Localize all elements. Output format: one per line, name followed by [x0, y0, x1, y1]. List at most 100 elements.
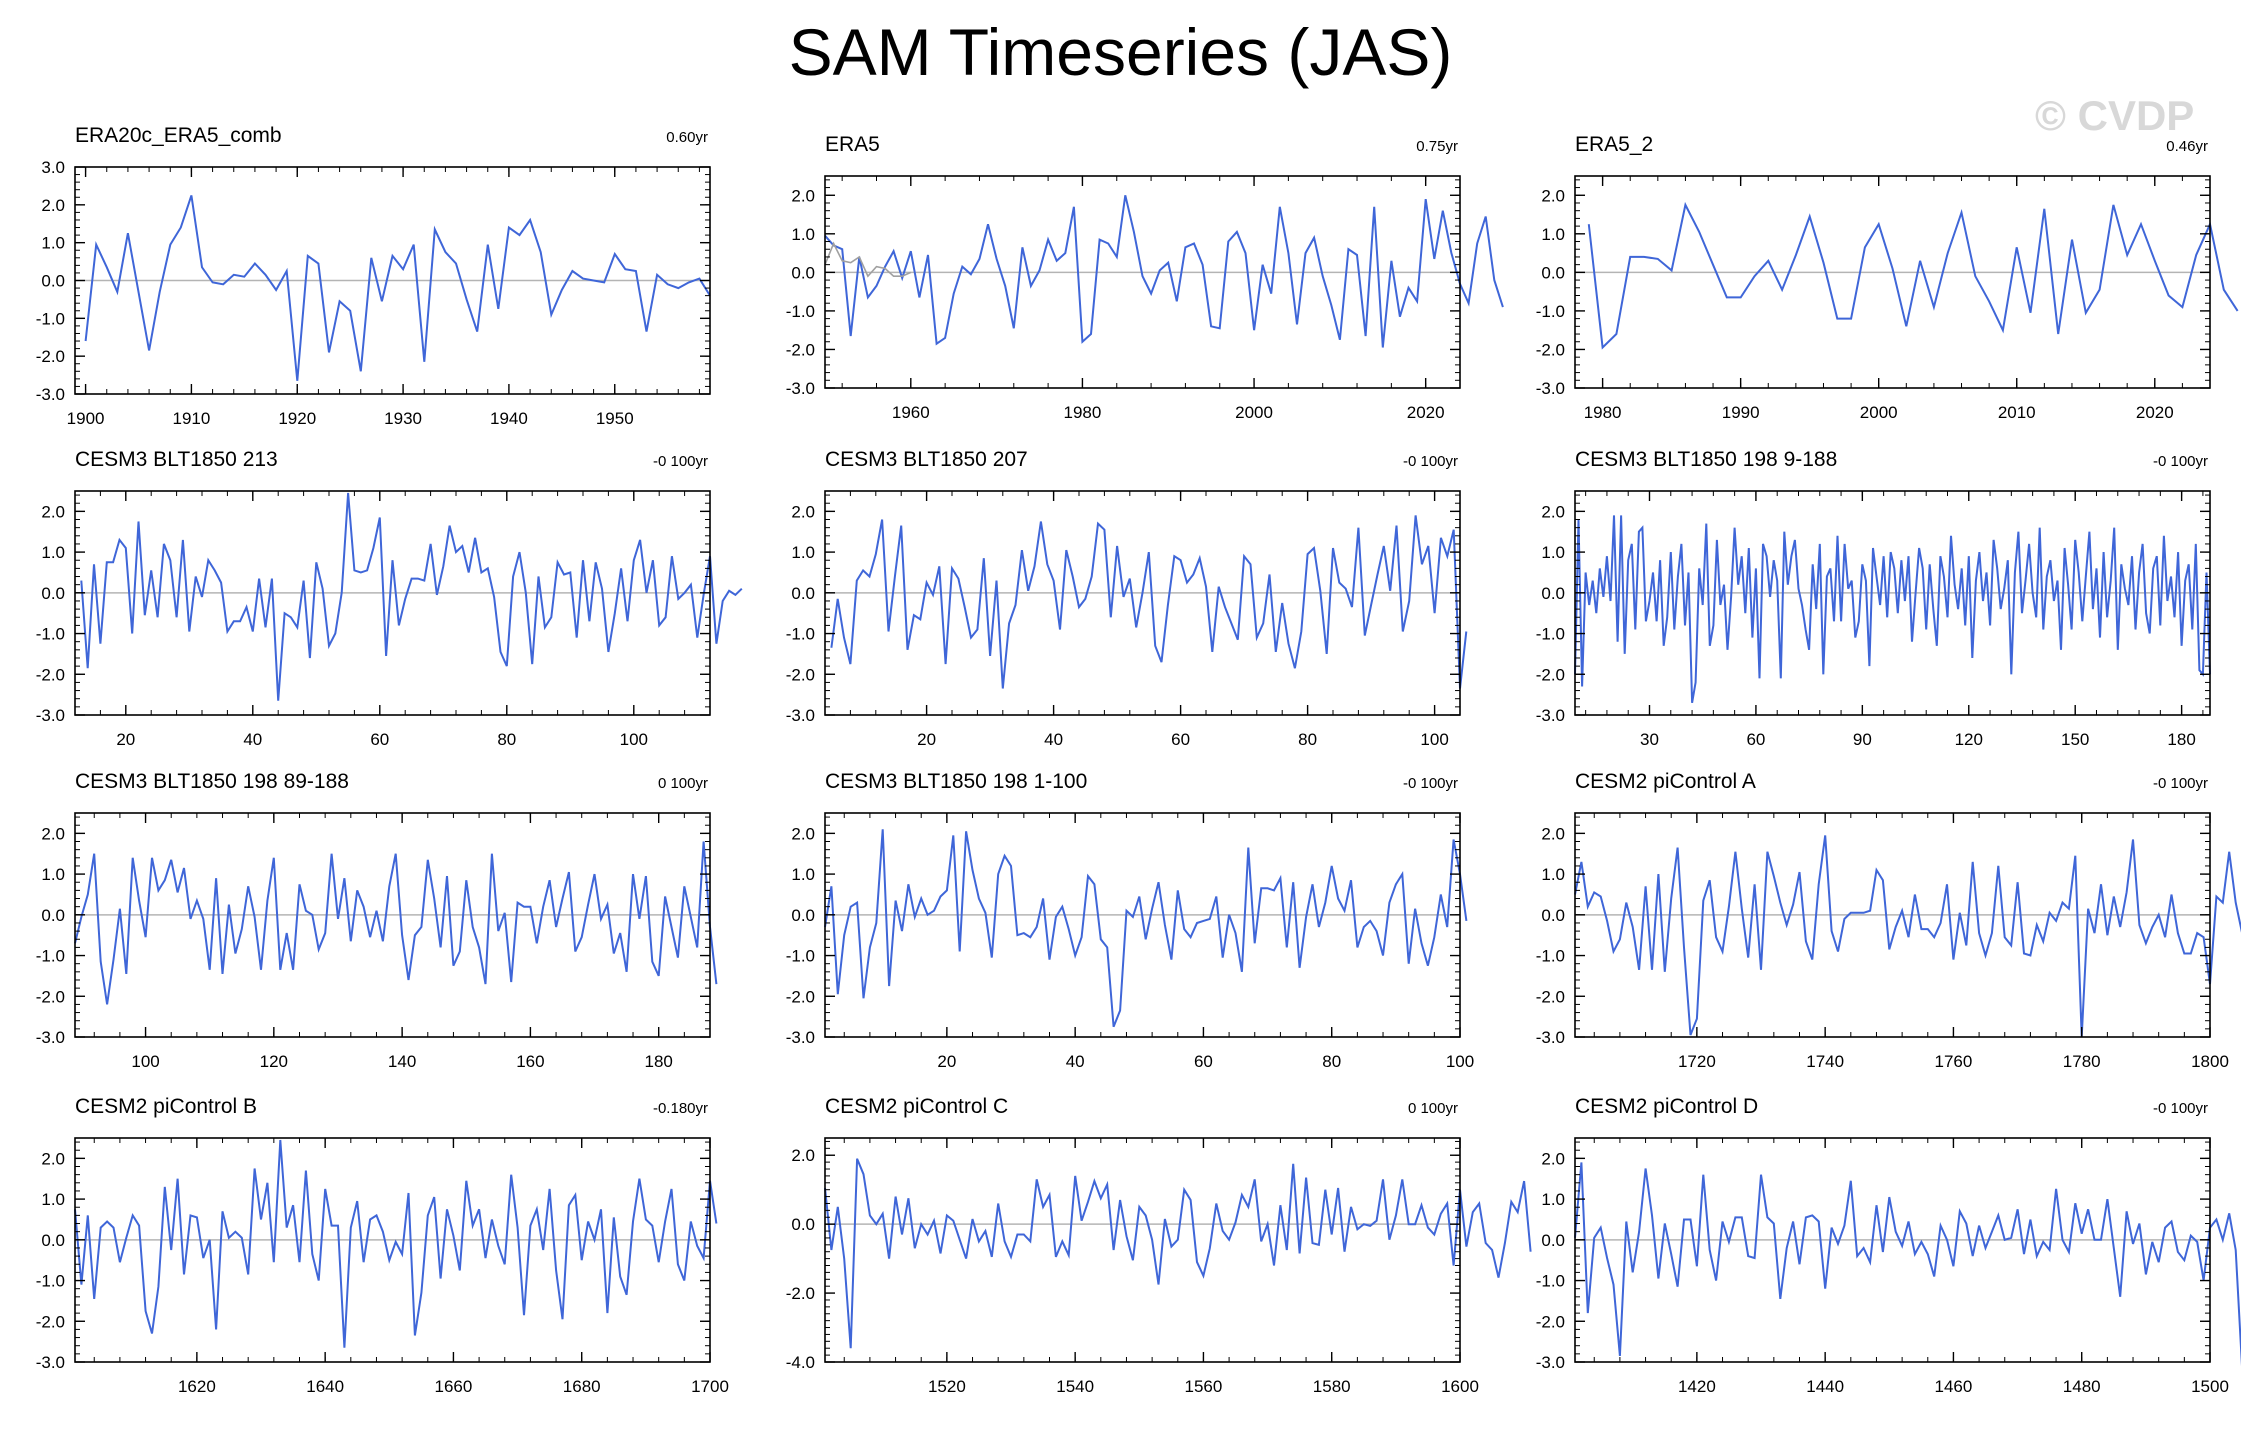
- panel-7-xtick-label: 100: [1446, 1052, 1474, 1071]
- panel-4-frame: [824, 490, 1461, 716]
- panel-11-xtick-label: 1420: [1678, 1377, 1716, 1396]
- panel-0-xtick-label: 1900: [67, 409, 105, 428]
- panel-4-ytick-label: -1.0: [786, 625, 815, 644]
- panel-11-ytick-label: -2.0: [1536, 1312, 1565, 1331]
- panel-2-xtick-label: 2020: [2136, 403, 2174, 422]
- panel-4-trend: -0 100yr: [1403, 453, 1458, 470]
- panel-8-ytick-label: -3.0: [1536, 1028, 1565, 1047]
- panel-5-frame: [1574, 490, 2211, 716]
- panel-10-title: CESM2 piControl C: [825, 1095, 1008, 1118]
- panel-2-trend: 0.46yr: [2166, 138, 2208, 155]
- panel-9-xtick-label: 1700: [691, 1377, 729, 1396]
- panel-0-trend: 0.60yr: [666, 129, 708, 146]
- panel-0-xtick-label: 1950: [596, 409, 634, 428]
- panel-4-xtick-label: 20: [917, 730, 936, 749]
- panel-4-ytick-label: 1.0: [791, 543, 815, 562]
- panel-10-series-line: [824, 1158, 1532, 1349]
- panel-11-ytick-label: 2.0: [1541, 1149, 1565, 1168]
- panel-7-ytick-label: 0.0: [791, 906, 815, 925]
- panel-0-title: ERA20c_ERA5_comb: [75, 124, 282, 147]
- panel-6-frame: [74, 812, 711, 1038]
- panel-9-xtick-label: 1680: [563, 1377, 601, 1396]
- panel-3-xtick-label: 20: [116, 730, 135, 749]
- panel-11-ytick-label: -3.0: [1536, 1353, 1565, 1372]
- panel-2-xtick-label: 1980: [1584, 403, 1622, 422]
- panel-3-xtick-label: 100: [620, 730, 648, 749]
- panel-6-ytick-label: 0.0: [41, 906, 65, 925]
- panel-11-xtick-label: 1480: [2063, 1377, 2101, 1396]
- panel-6-trend: 0 100yr: [658, 775, 708, 792]
- panel-3-ytick-label: -1.0: [36, 625, 65, 644]
- panel-2-xtick-label: 1990: [1722, 403, 1760, 422]
- panel-11-trend: -0 100yr: [2153, 1100, 2208, 1117]
- panel-0-ytick-label: -3.0: [36, 385, 65, 404]
- panel-7-series-line: [824, 829, 1468, 1028]
- panel-5-series-line: [1574, 515, 2211, 703]
- panel-7-ytick-label: 1.0: [791, 865, 815, 884]
- panel-3-trend: -0 100yr: [653, 453, 708, 470]
- panel-11-ytick-label: 1.0: [1541, 1190, 1565, 1209]
- panel-6-xtick-label: 180: [644, 1052, 672, 1071]
- panel-2-ytick-label: -1.0: [1536, 302, 1565, 321]
- panel-6-title: CESM3 BLT1850 198 89-188: [75, 770, 349, 793]
- panel-9-ytick-label: -2.0: [36, 1312, 65, 1331]
- panel-5-ytick-label: -3.0: [1536, 706, 1565, 725]
- panel-4-ytick-label: 2.0: [791, 502, 815, 521]
- panel-7-trend: -0 100yr: [1403, 775, 1458, 792]
- panel-11-frame: [1574, 1137, 2211, 1363]
- panel-6-ytick-label: 2.0: [41, 824, 65, 843]
- panel-6-xtick-label: 120: [260, 1052, 288, 1071]
- panel-5-xtick-label: 120: [1955, 730, 1983, 749]
- panel-2-ytick-label: 1.0: [1541, 225, 1565, 244]
- panel-3-title: CESM3 BLT1850 213: [75, 448, 278, 471]
- panel-10-xtick-label: 1540: [1056, 1377, 1094, 1396]
- panel-8-ytick-label: -2.0: [1536, 987, 1565, 1006]
- panel-8-ytick-label: 0.0: [1541, 906, 1565, 925]
- panel-1-xtick-label: 2000: [1235, 403, 1273, 422]
- panel-2-ytick-label: -2.0: [1536, 340, 1565, 359]
- panel-1-ytick-label: 1.0: [791, 225, 815, 244]
- panel-5-xtick-label: 180: [2167, 730, 2195, 749]
- panel-3-xtick-label: 80: [497, 730, 516, 749]
- panel-6-xtick-label: 140: [388, 1052, 416, 1071]
- panel-1-xtick-label: 1960: [892, 403, 930, 422]
- panel-10-ytick-label: 2.0: [791, 1146, 815, 1165]
- panel-8-title: CESM2 piControl A: [1575, 770, 1756, 793]
- panel-3-series-line: [80, 492, 743, 701]
- panel-1-xtick-label: 2020: [1407, 403, 1445, 422]
- panel-9-xtick-label: 1640: [306, 1377, 344, 1396]
- panel-0-ytick-label: 1.0: [41, 234, 65, 253]
- panel-8-xtick-label: 1800: [2191, 1052, 2229, 1071]
- panel-7-xtick-label: 80: [1322, 1052, 1341, 1071]
- panel-4-xtick-label: 100: [1420, 730, 1448, 749]
- panel-0-ytick-label: -2.0: [36, 347, 65, 366]
- panel-8-xtick-label: 1720: [1678, 1052, 1716, 1071]
- panel-7-ytick-label: -3.0: [786, 1028, 815, 1047]
- panel-7-frame: [824, 812, 1461, 1038]
- panel-0-xtick-label: 1930: [384, 409, 422, 428]
- panel-11-series-line: [1574, 1162, 2241, 1367]
- panel-9-trend: -0.180yr: [653, 1100, 708, 1117]
- panel-5-title: CESM3 BLT1850 198 9-188: [1575, 448, 1837, 471]
- panel-5-trend: -0 100yr: [2153, 453, 2208, 470]
- panel-4-xtick-label: 80: [1298, 730, 1317, 749]
- panel-3-ytick-label: -2.0: [36, 665, 65, 684]
- panel-9-ytick-label: 1.0: [41, 1190, 65, 1209]
- panel-4-ytick-label: 0.0: [791, 584, 815, 603]
- panel-5-xtick-label: 30: [1640, 730, 1659, 749]
- panel-3-ytick-label: 1.0: [41, 543, 65, 562]
- panel-1-ytick-label: 2.0: [791, 186, 815, 205]
- panel-2-xtick-label: 2010: [1998, 403, 2036, 422]
- panel-2-xtick-label: 2000: [1860, 403, 1898, 422]
- panel-6-xtick-label: 160: [516, 1052, 544, 1071]
- panel-3-xtick-label: 60: [370, 730, 389, 749]
- panel-9-ytick-label: 0.0: [41, 1231, 65, 1250]
- panel-3-ytick-label: 2.0: [41, 502, 65, 521]
- panel-1-secondary-line: [824, 241, 912, 278]
- panel-11-xtick-label: 1460: [1935, 1377, 1973, 1396]
- panel-0-ytick-label: 3.0: [41, 158, 65, 177]
- panel-5-ytick-label: 2.0: [1541, 502, 1565, 521]
- watermark: © CVDP: [2035, 92, 2195, 139]
- panel-3-frame: [74, 490, 711, 716]
